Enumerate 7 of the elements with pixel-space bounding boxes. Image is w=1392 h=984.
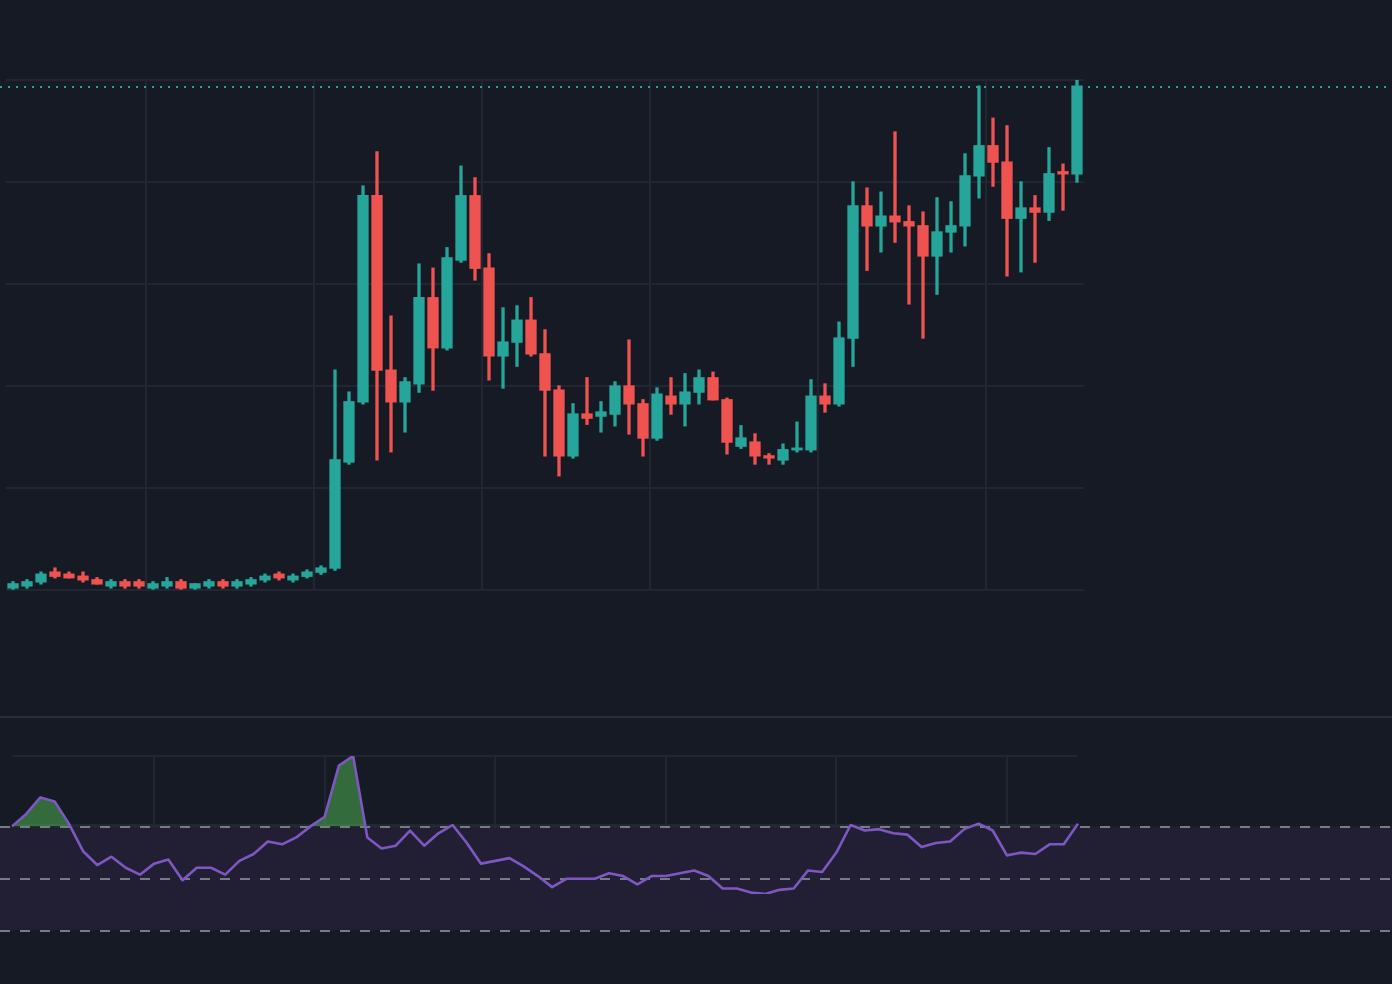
candlestick (861, 187, 873, 271)
candlestick (665, 377, 677, 415)
candlestick (875, 191, 887, 253)
candlestick (581, 377, 593, 425)
candlestick (1029, 195, 1041, 263)
candlestick (1057, 163, 1069, 211)
candlestick (1015, 181, 1027, 273)
